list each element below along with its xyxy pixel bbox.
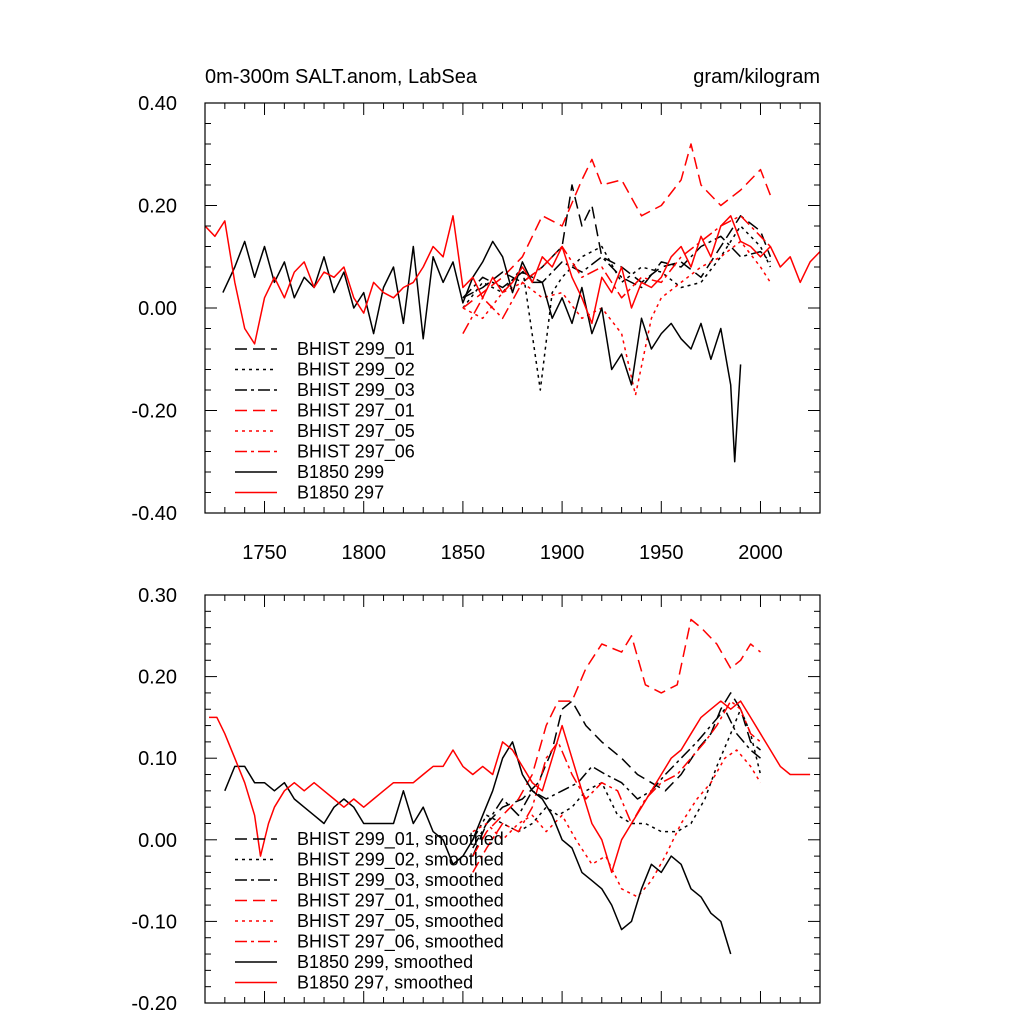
series-line-top-0 bbox=[462, 184, 772, 299]
y-tick-label: -0.20 bbox=[131, 401, 177, 423]
series-line-bottom-2 bbox=[472, 708, 761, 849]
series-line-bottom-0 bbox=[472, 692, 761, 857]
legend-label: B1850 297, smoothed bbox=[297, 973, 473, 993]
units-label: gram/kilogram bbox=[693, 66, 820, 88]
y-tick-label: -0.20 bbox=[131, 993, 177, 1015]
legend-label: BHIST 299_03 bbox=[297, 380, 415, 401]
y-tick-label: 0.10 bbox=[138, 748, 177, 770]
x-tick-label: 1750 bbox=[242, 542, 287, 564]
series-line-bottom-7 bbox=[209, 700, 811, 874]
legend-label: BHIST 299_01, smoothed bbox=[297, 829, 504, 850]
x-tick-label: 1850 bbox=[441, 542, 486, 564]
legend-label: BHIST 297_06 bbox=[297, 442, 415, 463]
legend-label: BHIST 297_06, smoothed bbox=[297, 932, 504, 953]
legend-label: BHIST 299_02, smoothed bbox=[297, 850, 504, 871]
series-line-top-7 bbox=[204, 215, 821, 345]
y-tick-label: 0.00 bbox=[138, 298, 177, 320]
legend-label: B1850 299, smoothed bbox=[297, 952, 473, 972]
series-line-bottom-1 bbox=[472, 708, 762, 841]
bottom-series-layer bbox=[209, 618, 811, 955]
series-line-top-5 bbox=[462, 215, 771, 334]
y-tick-label: -0.40 bbox=[131, 503, 177, 525]
series-line-top-4 bbox=[462, 240, 772, 396]
chart-title: 0m-300m SALT.anom, LabSea bbox=[205, 66, 478, 88]
series-line-top-1 bbox=[462, 225, 772, 391]
y-tick-label: 0.20 bbox=[138, 667, 177, 689]
series-line-bottom-6 bbox=[224, 741, 732, 955]
legend-label: BHIST 297_01 bbox=[297, 401, 415, 422]
legend-label: BHIST 299_03, smoothed bbox=[297, 870, 504, 891]
y-tick-label: 0.00 bbox=[138, 830, 177, 852]
legend-label: BHIST 299_01 bbox=[297, 339, 415, 360]
x-tick-label: 1900 bbox=[540, 542, 585, 564]
legend-label: BHIST 297_05, smoothed bbox=[297, 911, 504, 932]
top-series-layer bbox=[204, 143, 821, 463]
y-tick-label: 0.20 bbox=[138, 196, 177, 218]
legend-label: B1850 297 bbox=[297, 483, 384, 503]
legend-label: BHIST 297_01, smoothed bbox=[297, 891, 504, 912]
x-tick-label: 2000 bbox=[738, 542, 783, 564]
y-tick-label: -0.10 bbox=[131, 911, 177, 933]
series-line-bottom-3 bbox=[472, 618, 761, 857]
series-line-bottom-5 bbox=[472, 700, 761, 873]
series-line-top-6 bbox=[222, 240, 742, 463]
series-line-top-2 bbox=[462, 235, 771, 299]
x-tick-label: 1950 bbox=[639, 542, 684, 564]
legend-label: B1850 299 bbox=[297, 462, 384, 482]
x-tick-label: 1800 bbox=[341, 542, 386, 564]
bottom-axes: -0.20 -0.10 0.00 0.10 0.20 0.30 bbox=[131, 585, 821, 1015]
top-axes: -0.40 -0.20 0.00 0.20 0.40 1750 1800 1850 1900 19… bbox=[131, 93, 821, 564]
y-tick-label: 0.30 bbox=[138, 585, 177, 607]
y-tick-label: 0.40 bbox=[138, 93, 177, 115]
series-line-top-3 bbox=[462, 143, 772, 309]
legend-label: BHIST 299_02 bbox=[297, 360, 415, 381]
series-line-bottom-4 bbox=[472, 749, 762, 898]
legend-label: BHIST 297_05 bbox=[297, 421, 415, 442]
bottom-plot-frame bbox=[204, 594, 821, 1004]
top-panel: 0m-300m SALT.anom, LabSea gram/kilogram … bbox=[131, 66, 821, 564]
